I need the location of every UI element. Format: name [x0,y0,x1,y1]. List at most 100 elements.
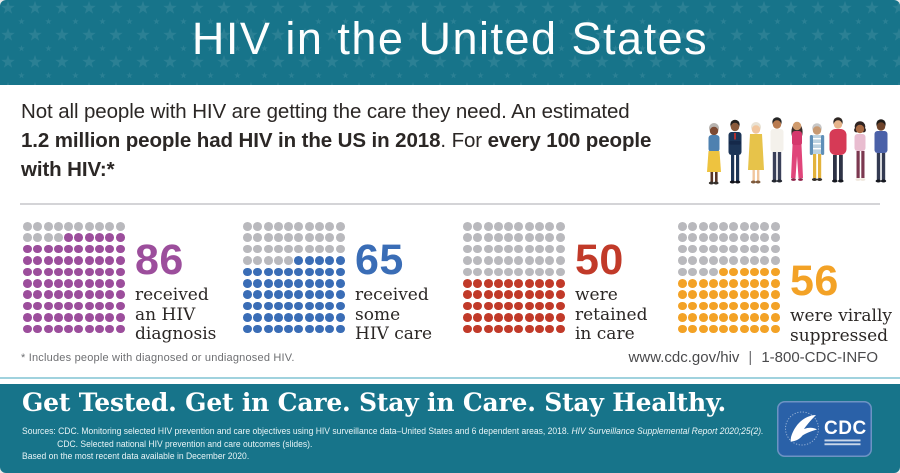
dot [243,233,252,242]
dot [84,267,94,277]
waffle-grid-suppressed [678,222,780,334]
dot [335,290,345,299]
dot [335,324,345,334]
dot [243,222,252,231]
dot [304,222,314,231]
dot [493,313,503,322]
dot [105,313,115,322]
dot [739,324,749,334]
dot [84,301,94,311]
dot [729,313,739,322]
dot [493,233,503,242]
separator: | [748,349,753,366]
dot [678,267,687,277]
source-3: Based on the most recent data available … [22,451,250,461]
dot [325,313,335,322]
dot [315,324,325,334]
page-title: HIV in the United States [191,13,709,64]
dot [74,278,84,288]
dot [729,256,739,265]
cdc-url: www.cdc.gov/hiv [628,349,740,366]
dot [243,313,252,322]
dot [263,301,273,311]
dot [33,324,43,334]
dot [105,267,115,277]
dot [263,222,273,231]
dot [64,301,74,311]
intro-mid: . For [440,129,488,152]
dot [325,244,335,254]
dot [524,278,534,288]
dot [463,233,472,242]
dot [23,313,32,322]
dot [750,313,760,322]
dot [473,244,483,254]
dot [524,267,534,277]
dot [263,233,273,242]
dot [678,244,687,254]
dot [688,301,698,311]
dot [243,267,252,277]
dot [770,313,780,322]
dot [74,267,84,277]
dot [263,256,273,265]
dot [115,301,125,311]
dot [555,313,565,322]
dot [729,233,739,242]
dot [698,244,708,254]
dot [53,278,63,288]
dot [315,301,325,311]
dot [760,278,770,288]
dot [514,301,524,311]
dot [555,256,565,265]
dot [463,290,472,299]
dot [53,233,63,242]
dot [95,324,105,334]
dot [463,222,472,231]
dot [23,222,32,231]
dot [688,290,698,299]
dot [105,324,115,334]
dot [708,222,718,231]
dot [698,301,708,311]
dot [84,222,94,231]
dot [325,278,335,288]
dot [115,324,125,334]
stat-virally-suppressed: 56 were virally suppressed [678,222,894,347]
dot [284,233,294,242]
dot [708,244,718,254]
dot [284,267,294,277]
dot [545,278,555,288]
dot [545,256,555,265]
dot [729,222,739,231]
cdc-phone: 1-800-CDC-INFO [761,349,878,366]
dot [105,222,115,231]
dot [253,256,263,265]
dot [729,290,739,299]
dot [284,256,294,265]
dot [750,324,760,334]
dot [678,290,687,299]
dot [463,324,472,334]
dot [688,233,698,242]
dot [53,222,63,231]
dot [325,256,335,265]
dot [493,290,503,299]
dot [535,278,545,288]
source-1-citation: HIV Surveillance Supplemental Report 202… [571,426,764,436]
dot [23,256,32,265]
dot [284,313,294,322]
dot [473,278,483,288]
dot [739,233,749,242]
dot [115,267,125,277]
footer-banner: Get Tested. Get in Care. Stay in Care. S… [0,384,900,473]
dot [750,222,760,231]
dot [273,256,283,265]
dot [514,278,524,288]
dot [43,267,53,277]
dot [64,290,74,299]
waffle-grid-retained [463,222,565,334]
dot [74,256,84,265]
dot [33,233,43,242]
dot [555,222,565,231]
